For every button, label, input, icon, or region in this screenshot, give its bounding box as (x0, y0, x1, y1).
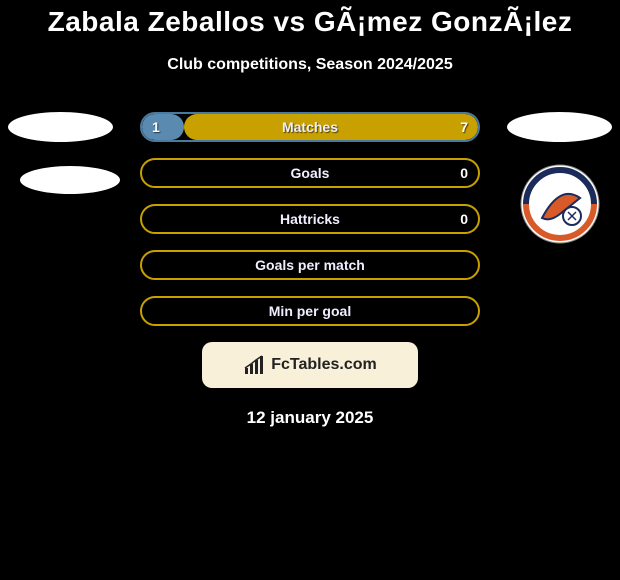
brand-chart-icon (243, 354, 265, 376)
player-left-avatar-2 (20, 166, 120, 194)
compare-area: 1Matches7Goals0Hattricks0Goals per match… (0, 112, 620, 326)
brand-text: FcTables.com (271, 356, 377, 374)
bar-label: Hattricks (170, 211, 450, 227)
date-text: 12 january 2025 (0, 408, 620, 428)
player-left-avatar-1 (8, 112, 113, 142)
bars-container: 1Matches7Goals0Hattricks0Goals per match… (140, 112, 480, 326)
stat-bar: 1Matches7 (140, 112, 480, 142)
player-right-avatar (507, 112, 612, 142)
stat-bar: Goals per match (140, 250, 480, 280)
bar-value-right: 7 (450, 119, 468, 135)
bar-label: Goals (170, 165, 450, 181)
bar-label: Matches (170, 119, 450, 135)
brand-box: FcTables.com (202, 342, 418, 388)
stat-bar: Goals0 (140, 158, 480, 188)
bar-value-left: 1 (152, 119, 170, 135)
subtitle: Club competitions, Season 2024/2025 (0, 56, 620, 74)
bar-value-right: 0 (450, 211, 468, 227)
club-logo-icon (520, 164, 600, 244)
stat-bar: Hattricks0 (140, 204, 480, 234)
stat-bar: Min per goal (140, 296, 480, 326)
bar-label: Min per goal (170, 303, 450, 319)
bar-label: Goals per match (170, 257, 450, 273)
page-title: Zabala Zeballos vs GÃ¡mez GonzÃ¡lez (0, 0, 620, 38)
bar-value-right: 0 (450, 165, 468, 181)
